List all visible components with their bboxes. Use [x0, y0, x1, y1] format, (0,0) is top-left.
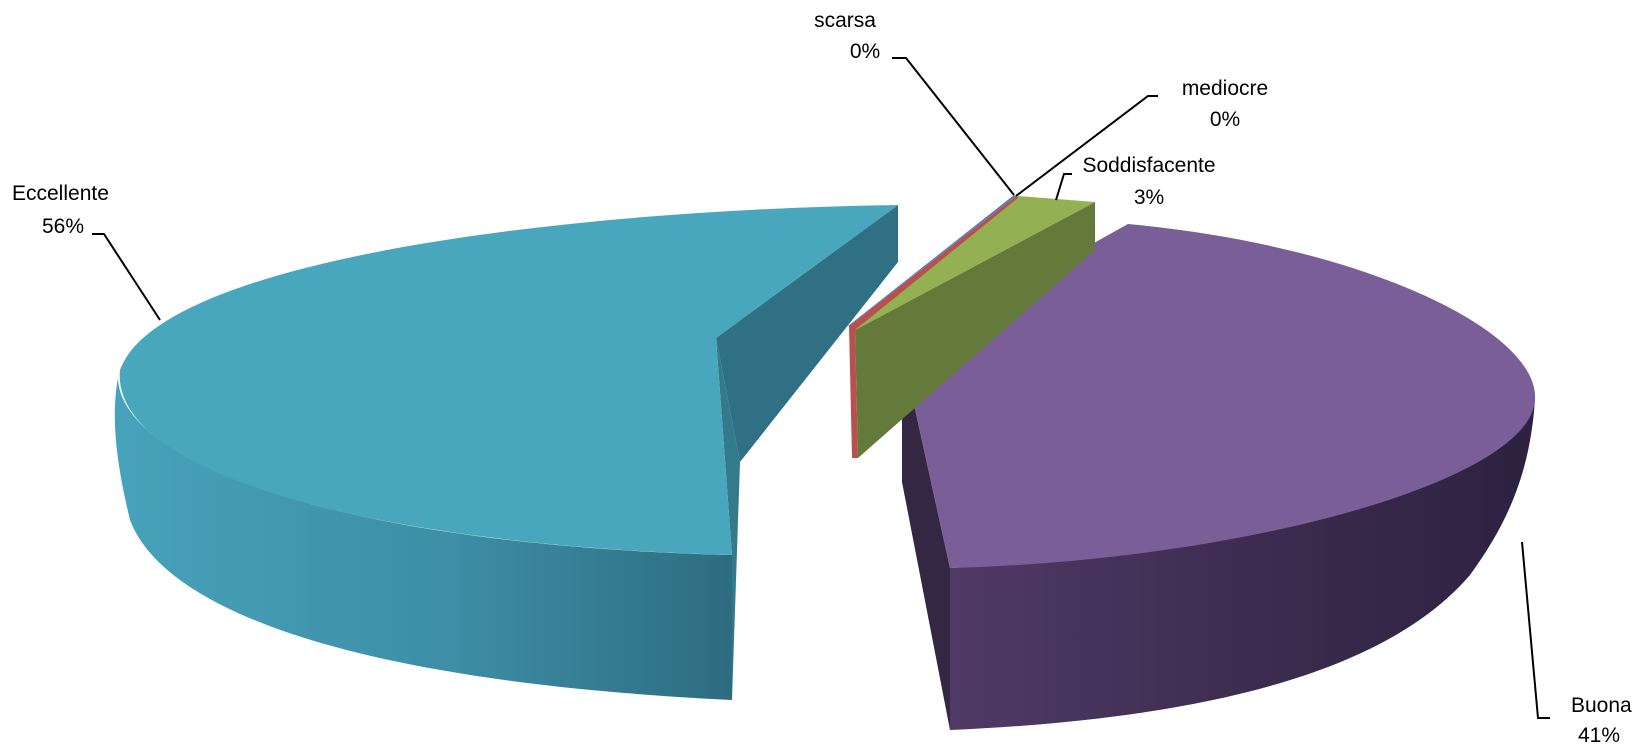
- leader-mediocre: [1015, 95, 1158, 197]
- slice-soddisfacente-top: [855, 196, 1095, 330]
- label-eccellente: Eccellente 56%: [12, 182, 109, 238]
- slice-soddisfacente-side: [855, 202, 1095, 458]
- label-scarsa-name: scarsa: [814, 9, 876, 32]
- slice-eccellente-cut: [716, 338, 740, 700]
- leader-eccellente: [92, 233, 161, 321]
- slice-scarsa[interactable]: [848, 195, 1016, 326]
- label-buona-value: 41%: [1578, 724, 1620, 746]
- label-scarsa-value: 0%: [850, 40, 880, 63]
- slice-eccellente-top: [119, 205, 898, 555]
- label-soddisfacente: Soddisfacente 3%: [1082, 154, 1215, 209]
- slice-eccellente-wall: [114, 378, 732, 700]
- label-mediocre: mediocre 0%: [1182, 77, 1268, 131]
- label-mediocre-value: 0%: [1210, 108, 1240, 131]
- label-scarsa: scarsa 0%: [814, 9, 880, 63]
- slice-buona-wall: [950, 400, 1535, 730]
- label-mediocre-name: mediocre: [1182, 77, 1268, 100]
- label-eccellente-value: 56%: [42, 215, 84, 238]
- leader-buona: [1521, 541, 1550, 719]
- label-soddisfacente-value: 3%: [1134, 186, 1164, 209]
- slice-buona[interactable]: [902, 224, 1536, 730]
- slice-buona-top: [902, 224, 1536, 568]
- label-buona: Buona 41%: [1571, 694, 1632, 746]
- leader-soddisfacente: [1055, 173, 1072, 201]
- label-buona-name: Buona: [1571, 694, 1632, 717]
- label-eccellente-name: Eccellente: [12, 182, 109, 205]
- slice-soddisfacente[interactable]: [855, 196, 1095, 458]
- slice-buona-cut: [902, 350, 950, 730]
- leader-scarsa: [892, 57, 1015, 196]
- label-soddisfacente-name: Soddisfacente: [1082, 154, 1215, 177]
- slice-eccellente[interactable]: [114, 205, 898, 700]
- slice-scarsa-sliver: [848, 195, 1016, 326]
- slice-eccellente-cut2: [716, 205, 898, 462]
